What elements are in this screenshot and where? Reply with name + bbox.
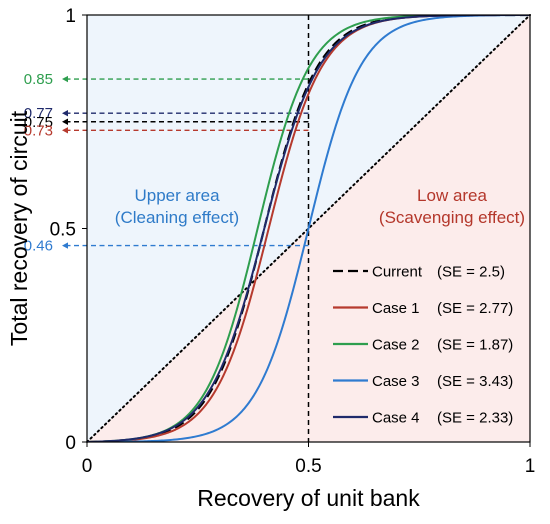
legend-se-value: (SE = 2.77) (437, 300, 513, 317)
upper-area-title: Upper area (134, 186, 220, 205)
x-tick-label: 0 (82, 456, 93, 477)
reference-layer (86, 14, 531, 443)
low-area-title: Low area (417, 186, 487, 205)
y-axis-title: Total recovery of circuit (6, 110, 32, 346)
annotation-label: 0.85 (24, 71, 53, 88)
y-tick-label: 0 (65, 433, 76, 454)
legend-series-name: Case 2 (372, 337, 420, 354)
legend-se-value: (SE = 2.5) (437, 264, 505, 281)
legend-se-value: (SE = 1.87) (437, 337, 513, 354)
annotation-label: 0.46 (24, 238, 53, 255)
axis-layer: 0 0.5 1 0 0.5 1 Recovery of unit bank Total rec… (6, 6, 535, 511)
legend-series-name: Case 3 (372, 373, 420, 390)
x-tick-label: 1 (525, 456, 536, 477)
annotation-label: 0.77 (24, 105, 53, 122)
x-axis-title: Recovery of unit bank (197, 485, 420, 511)
upper-area-subtitle: (Cleaning effect) (115, 208, 239, 227)
y-tick-label: 0.5 (50, 220, 76, 241)
legend: Current (SE = 2.5) Case 1 (SE = 2.77) Case 2… (333, 264, 513, 427)
annotation-label: 0.75 (24, 114, 53, 131)
legend-series-name: Case 1 (372, 300, 420, 317)
low-area-subtitle: (Scavenging effect) (379, 208, 525, 227)
legend-series-name: Case 4 (372, 410, 420, 427)
legend-series-name: Current (372, 264, 423, 281)
x-tick-label: 0.5 (295, 456, 321, 477)
annotation-label: 0.73 (24, 122, 53, 139)
y-tick-label: 1 (65, 6, 76, 27)
legend-se-value: (SE = 3.43) (437, 373, 513, 390)
legend-se-value: (SE = 2.33) (437, 410, 513, 427)
annotation-layer: 0.85 0.770.750.73 0.46 (24, 71, 309, 255)
label-layer: Upper area (Cleaning effect) Low area (Scav… (115, 186, 525, 227)
